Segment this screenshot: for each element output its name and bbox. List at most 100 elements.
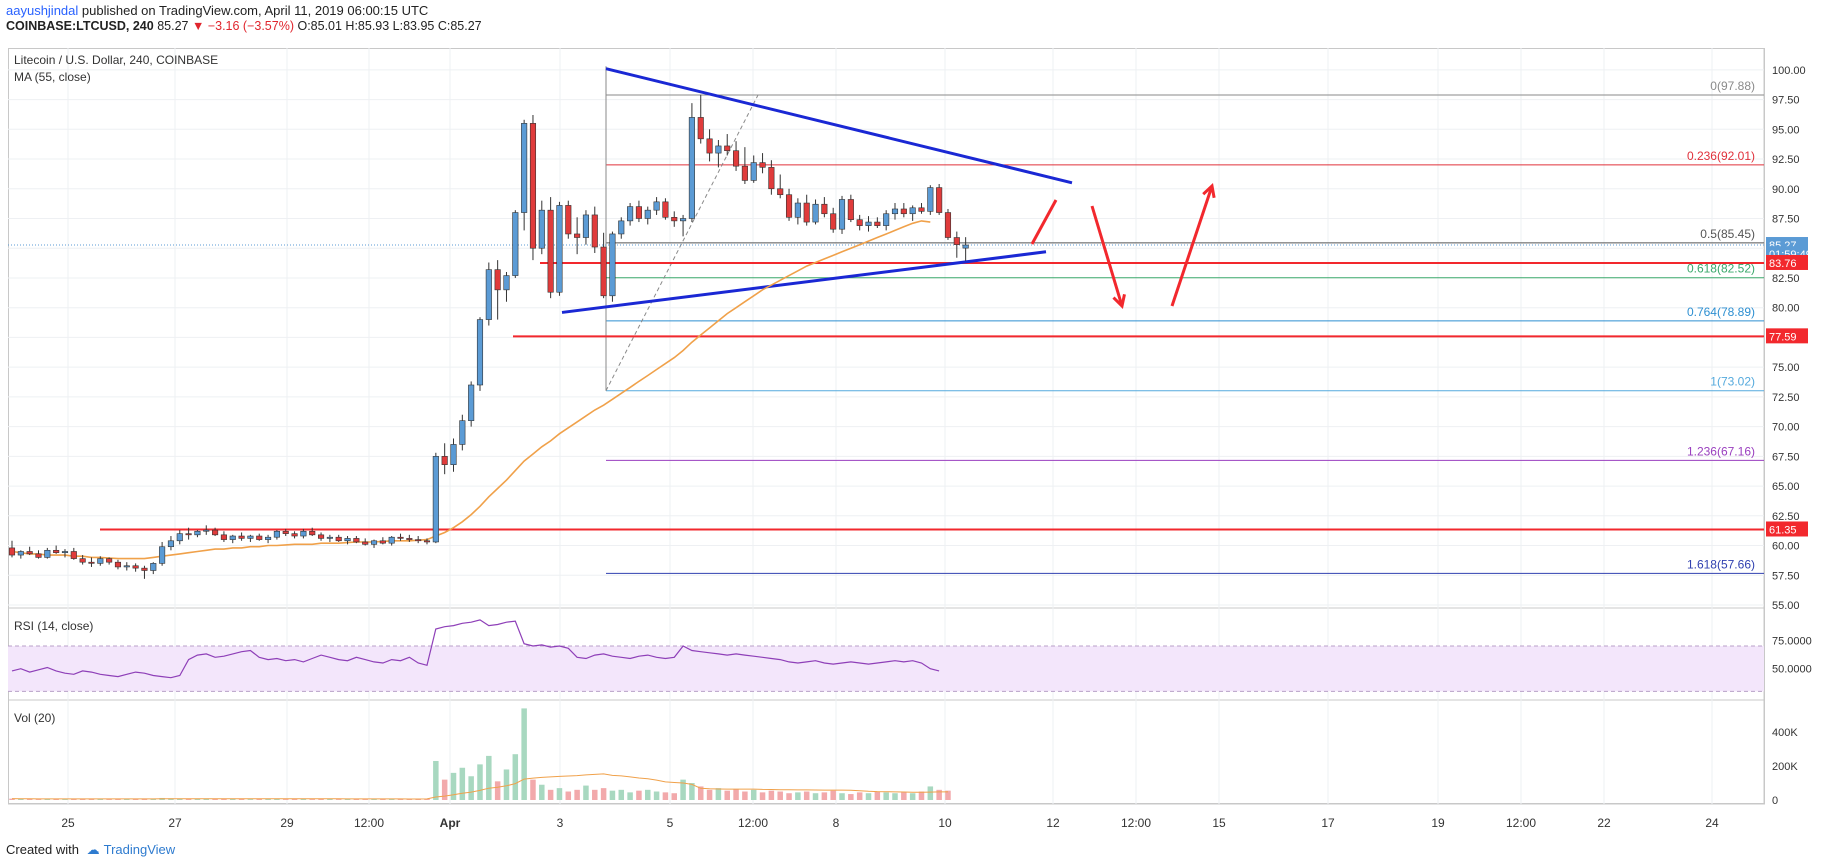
- candle-body: [627, 206, 634, 222]
- rsi-label: RSI (14, close): [14, 619, 93, 633]
- candle-body: [212, 529, 219, 536]
- volume-bar: [62, 799, 68, 800]
- volume-bar: [547, 789, 554, 800]
- volume-ma-line: [11, 773, 948, 800]
- candle-body: [362, 541, 369, 545]
- symbol-name: COINBASE:LTCUSD, 240: [6, 19, 154, 33]
- volume-bar: [344, 798, 351, 800]
- candle-body: [335, 536, 342, 542]
- candle: [468, 381, 475, 427]
- volume-bar: [335, 799, 342, 800]
- candle: [194, 530, 201, 538]
- candle: [476, 317, 484, 391]
- y-tick-label: 82.50: [1772, 273, 1800, 285]
- candle: [114, 559, 122, 570]
- volume-bar: [830, 790, 836, 800]
- candle-body: [953, 237, 960, 245]
- volume-bar: [945, 790, 951, 800]
- volume-bar: [106, 799, 112, 800]
- candle: [733, 141, 740, 171]
- volume-bar: [671, 793, 677, 800]
- candle-body: [865, 221, 872, 226]
- candle-body: [8, 547, 16, 556]
- x-tick-label: 24: [1705, 816, 1719, 830]
- candle-body: [927, 187, 934, 212]
- x-tick-label: 12:00: [1121, 816, 1151, 830]
- price-label-text: 61.35: [1769, 524, 1797, 536]
- candle: [574, 217, 581, 255]
- candle-body: [883, 213, 890, 226]
- candle-body: [936, 187, 943, 213]
- candle: [35, 550, 42, 559]
- volume-bar: [556, 788, 563, 800]
- y-tick-label: 62.50: [1772, 511, 1800, 523]
- candle-body: [114, 561, 122, 568]
- candle: [159, 541, 166, 566]
- candle-body: [909, 207, 916, 215]
- tradingview-brand[interactable]: TradingView: [103, 842, 176, 857]
- candle: [423, 538, 431, 545]
- candle-body: [35, 553, 42, 558]
- y-tick-label: 55.00: [1772, 600, 1800, 612]
- volume-bar: [627, 792, 633, 800]
- volume-bar: [194, 798, 201, 800]
- x-tick-label: 8: [833, 816, 840, 830]
- volume-bar: [35, 799, 42, 800]
- ma-indicator-label: MA (55, close): [14, 70, 91, 84]
- volume-bar: [759, 792, 766, 800]
- volume-bar: [132, 798, 139, 800]
- volume-bar: [247, 799, 254, 800]
- candle: [521, 119, 528, 231]
- fib-level-label: 0.5(85.45): [1700, 227, 1755, 241]
- candle-body: [521, 123, 528, 213]
- x-tick-label: 25: [61, 816, 75, 830]
- volume-bar: [856, 792, 863, 800]
- candle: [132, 563, 139, 572]
- candle-body: [574, 233, 581, 238]
- candle-body: [874, 221, 881, 226]
- candle-body: [441, 456, 448, 465]
- candle: [106, 557, 113, 565]
- candle: [300, 528, 307, 539]
- candle-body: [777, 188, 784, 196]
- x-tick-label: 17: [1321, 816, 1335, 830]
- volume-bar: [265, 798, 271, 800]
- candle: [388, 536, 395, 546]
- volume-bar: [901, 792, 907, 800]
- candle: [141, 565, 148, 579]
- author-link[interactable]: aayushjindal: [6, 3, 79, 18]
- x-tick-label: 19: [1431, 816, 1445, 830]
- candle: [591, 206, 598, 253]
- volume-bar: [494, 781, 501, 800]
- volume-bar: [150, 798, 157, 800]
- volume-bar: [742, 791, 748, 800]
- candle-body: [830, 213, 837, 230]
- volume-bar: [927, 786, 934, 800]
- symbol-ohlc-line: COINBASE:LTCUSD, 240 85.27 ▼ −3.16 (−3.5…: [6, 19, 482, 33]
- x-tick-label: 27: [168, 816, 182, 830]
- candle-body: [582, 214, 590, 238]
- candle-body: [256, 535, 263, 540]
- volume-bar: [477, 764, 483, 800]
- candle-body: [600, 246, 607, 297]
- x-tick-label: 5: [667, 816, 674, 830]
- candle: [459, 414, 466, 451]
- candle-body: [185, 533, 192, 536]
- volume-bar: [609, 790, 616, 800]
- candle-body: [326, 536, 333, 539]
- volume-bar: [203, 798, 210, 800]
- ohlc-values: O:85.01 H:85.93 L:83.95 C:85.27: [297, 19, 482, 33]
- candle: [706, 129, 713, 162]
- candle: [565, 200, 572, 239]
- volume-bar: [662, 792, 669, 800]
- candle: [803, 194, 810, 226]
- candle: [759, 153, 766, 174]
- candle-body: [662, 201, 669, 218]
- y-tick-label: 100.00: [1772, 65, 1806, 77]
- candle: [830, 207, 837, 233]
- candle: [609, 231, 616, 302]
- candle: [335, 534, 342, 542]
- candle-body: [176, 533, 183, 542]
- y-tick-label: 57.50: [1772, 570, 1800, 582]
